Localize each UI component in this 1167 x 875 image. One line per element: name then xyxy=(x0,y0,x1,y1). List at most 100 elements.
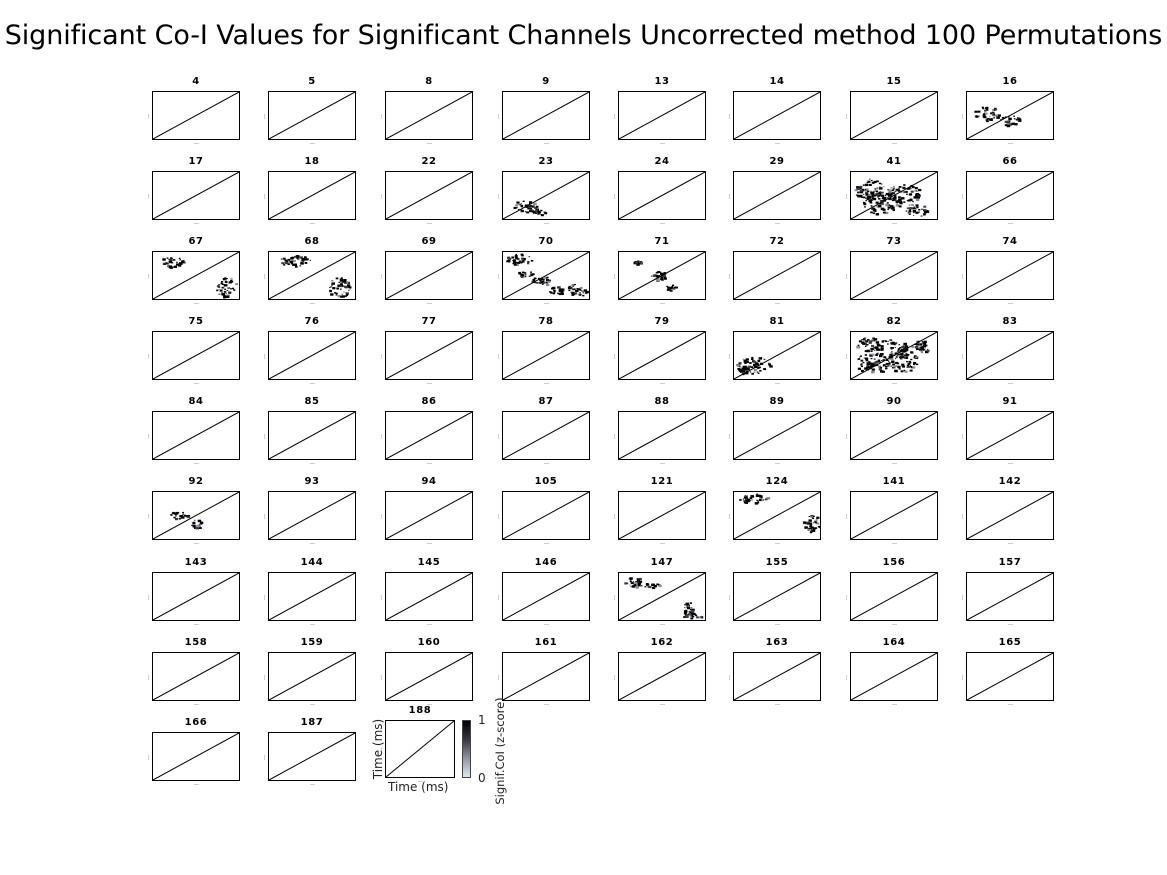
diagonal-line xyxy=(967,492,1053,539)
significant-cell xyxy=(804,526,808,529)
channel-panel: 18 xyxy=(264,156,356,224)
significant-cell xyxy=(568,285,571,288)
significant-cell xyxy=(688,614,691,617)
x-tick xyxy=(427,143,432,144)
significant-cell xyxy=(920,347,924,350)
channel-title: 4 xyxy=(192,76,200,87)
channel-panel: 164 xyxy=(846,637,938,705)
significant-cell xyxy=(919,195,921,197)
significant-cell xyxy=(992,113,995,116)
significant-cell xyxy=(916,190,918,192)
significant-cell xyxy=(166,257,169,259)
significant-cell xyxy=(290,262,294,265)
significant-cell xyxy=(907,353,910,356)
significant-cell xyxy=(870,180,873,182)
significant-cell xyxy=(911,204,914,206)
significant-cell xyxy=(881,340,885,342)
significant-cell xyxy=(304,256,307,259)
significant-cell xyxy=(870,358,873,360)
significant-cell xyxy=(906,193,908,195)
significant-cell xyxy=(558,293,562,296)
significant-cell xyxy=(545,281,549,284)
y-tick xyxy=(846,273,847,279)
significant-cell xyxy=(293,264,295,266)
channel-panel: 163 xyxy=(729,637,821,705)
significant-cell xyxy=(301,257,305,261)
x-tick xyxy=(775,303,780,304)
diagonal-line xyxy=(851,172,937,219)
channel-title: 16 xyxy=(1002,76,1018,87)
channel-title: 15 xyxy=(886,76,902,87)
significant-cell xyxy=(573,288,576,291)
significant-cell xyxy=(877,365,880,367)
y-tick xyxy=(148,674,149,680)
significant-cell xyxy=(222,278,226,280)
significant-cell xyxy=(629,584,631,586)
significant-cell xyxy=(692,612,696,615)
channel-panel: 165 xyxy=(962,637,1054,705)
significant-cell xyxy=(867,344,869,346)
significant-cell xyxy=(522,257,526,261)
significant-cell xyxy=(663,272,666,274)
significant-cell xyxy=(915,346,919,349)
significant-cell xyxy=(894,365,898,368)
channel-heatmap xyxy=(966,91,1054,140)
significant-cell xyxy=(688,611,691,613)
significant-cell xyxy=(923,347,926,349)
diagonal-line xyxy=(734,252,820,299)
significant-cell xyxy=(911,186,915,189)
channel-panel: 156 xyxy=(846,557,938,625)
significant-cell xyxy=(534,206,538,210)
x-tick xyxy=(892,223,897,224)
significant-cell xyxy=(165,262,168,265)
y-tick xyxy=(381,113,382,119)
significant-cell xyxy=(746,498,749,500)
significant-cell xyxy=(340,295,343,298)
significant-cell xyxy=(892,197,895,200)
significant-cell xyxy=(527,261,530,263)
significant-cell xyxy=(871,344,875,348)
channel-title: 9 xyxy=(542,76,550,87)
significant-cell xyxy=(554,289,556,291)
significant-cell xyxy=(302,260,305,262)
significant-cell xyxy=(585,290,589,294)
significant-cell xyxy=(199,527,202,529)
significant-cell xyxy=(993,109,996,111)
significant-cell xyxy=(915,363,919,366)
significant-cell xyxy=(861,196,863,198)
significant-cell xyxy=(910,358,913,361)
significant-cell xyxy=(806,522,809,524)
significant-cell xyxy=(518,208,520,210)
significant-cell xyxy=(890,190,892,192)
significant-cell xyxy=(984,109,987,112)
significant-cell xyxy=(533,210,536,213)
significant-cell xyxy=(908,204,911,206)
significant-cell xyxy=(743,499,747,502)
significant-cell xyxy=(520,209,523,212)
channel-panel: 87 xyxy=(498,396,590,464)
significant-cell xyxy=(921,341,924,343)
significant-cell xyxy=(746,367,750,371)
x-tick xyxy=(427,303,432,304)
channel-title: 18 xyxy=(304,156,320,167)
significant-cell xyxy=(225,293,227,295)
channel-heatmap xyxy=(850,91,938,140)
significant-cell xyxy=(882,364,886,367)
channel-panel: 93 xyxy=(264,476,356,544)
y-tick xyxy=(962,273,963,279)
significant-cell xyxy=(864,357,869,360)
y-tick xyxy=(962,513,963,519)
significant-cell xyxy=(893,197,897,200)
channel-title: 67 xyxy=(188,236,204,247)
significant-cell xyxy=(171,262,174,264)
significant-cell xyxy=(520,205,524,208)
significant-cell xyxy=(900,358,903,360)
significant-cell xyxy=(982,113,986,116)
significant-cell xyxy=(175,517,179,521)
significant-cell xyxy=(579,292,581,294)
channel-title: 90 xyxy=(886,396,902,407)
significant-cell xyxy=(918,188,922,192)
significant-cell xyxy=(984,112,988,115)
significant-cell xyxy=(295,265,298,268)
significant-cell xyxy=(660,272,664,276)
